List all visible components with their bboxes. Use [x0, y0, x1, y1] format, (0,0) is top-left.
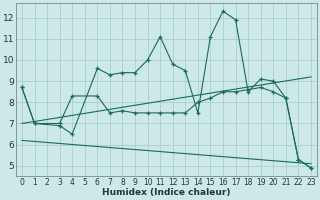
X-axis label: Humidex (Indice chaleur): Humidex (Indice chaleur)	[102, 188, 231, 197]
